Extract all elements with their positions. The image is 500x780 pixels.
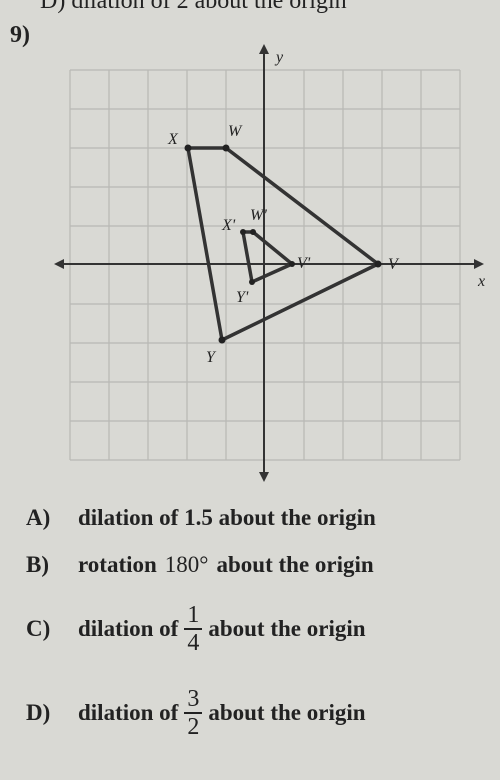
numerator: 3 <box>184 686 203 714</box>
denominator: 4 <box>187 630 200 656</box>
axis-label: y <box>274 49 284 66</box>
arrow <box>259 472 269 482</box>
choice-text: about the origin <box>216 552 374 577</box>
axis-label: x <box>477 273 485 290</box>
choice-text: dilation of <box>78 700 179 725</box>
numerator: 1 <box>184 602 203 630</box>
choice-text: rotation <box>78 552 157 577</box>
choice: A) dilation of 1.5 about the origin <box>26 505 376 531</box>
vertex-label: Y' <box>236 289 249 306</box>
choice-text: dilation of <box>78 616 179 641</box>
choice-value: 180° <box>164 552 209 577</box>
axes <box>60 50 478 476</box>
arrow <box>259 44 269 54</box>
vertex-label: V <box>388 256 400 273</box>
denominator: 2 <box>187 714 200 740</box>
graph: y x X W X' W' V' V Y' Y <box>54 44 485 482</box>
choice: B) rotation 180° about the origin <box>26 552 374 578</box>
vertex-label: W <box>228 123 243 140</box>
choice-text: about the origin <box>208 700 366 725</box>
vertex-label: Y <box>206 349 217 366</box>
triangle-small <box>241 230 294 284</box>
arrow <box>474 259 484 269</box>
choice-letter: C) <box>26 616 51 641</box>
vertex-label: V' <box>297 255 311 272</box>
vertex-label: W' <box>250 207 267 224</box>
choice-text: about the origin <box>208 616 366 641</box>
choice-letter: B) <box>26 552 49 577</box>
cut-text: D) dilation of 2 about the origin <box>40 0 347 14</box>
arrow <box>54 259 64 269</box>
vertex-label: X <box>167 131 179 148</box>
triangle-large <box>186 146 380 342</box>
choice-letter: D) <box>26 700 51 725</box>
choice-letter: A) <box>26 505 51 530</box>
choice-text: dilation of 1.5 about the origin <box>78 505 376 530</box>
vertices <box>184 144 382 344</box>
vertex-label: X' <box>221 217 236 234</box>
question-number: 9) <box>10 22 30 48</box>
